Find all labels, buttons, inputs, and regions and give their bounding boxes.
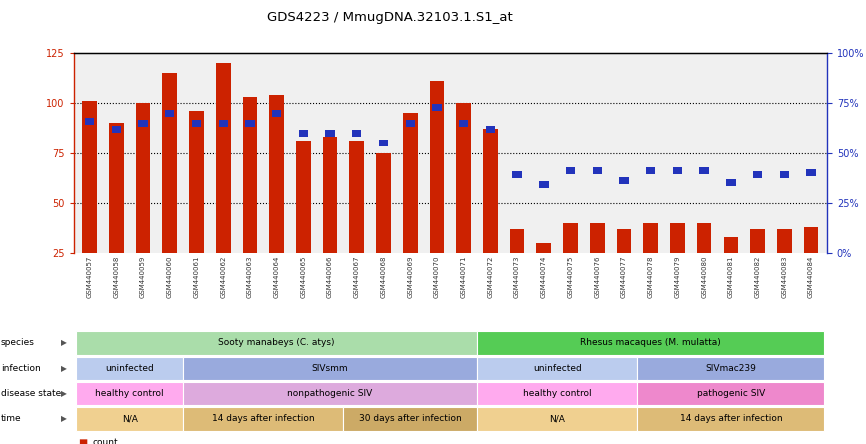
Text: species: species (1, 338, 35, 348)
Text: time: time (1, 414, 22, 424)
Bar (139, 119, 148, 127)
Bar (779, 171, 789, 178)
Bar (697, 223, 712, 253)
Bar (563, 223, 578, 253)
Text: ■: ■ (78, 438, 87, 444)
Bar (109, 123, 124, 253)
Bar (163, 73, 178, 253)
Bar (216, 63, 230, 253)
Bar (326, 130, 335, 136)
Text: N/A: N/A (122, 414, 138, 424)
Bar (112, 126, 121, 132)
Bar (643, 223, 658, 253)
Text: SIVmac239: SIVmac239 (706, 364, 756, 373)
Text: uninfected: uninfected (106, 364, 154, 373)
Bar (540, 181, 548, 188)
Bar (565, 167, 575, 174)
Text: ▶: ▶ (61, 364, 67, 373)
Bar (432, 103, 442, 111)
Text: Rhesus macaques (M. mulatta): Rhesus macaques (M. mulatta) (580, 338, 721, 348)
Text: 14 days after infection: 14 days after infection (680, 414, 782, 424)
Bar (670, 223, 685, 253)
Bar (753, 171, 762, 178)
Bar (378, 139, 388, 147)
Bar (486, 126, 495, 132)
Bar (617, 229, 631, 253)
Bar (352, 130, 361, 136)
Text: nonpathogenic SIV: nonpathogenic SIV (288, 389, 372, 398)
Bar (777, 229, 792, 253)
Bar (82, 101, 97, 253)
Text: Sooty manabeys (C. atys): Sooty manabeys (C. atys) (218, 338, 335, 348)
Bar (590, 223, 604, 253)
Text: infection: infection (1, 364, 41, 373)
Bar (804, 227, 818, 253)
Text: ▶: ▶ (61, 389, 67, 398)
Text: 14 days after infection: 14 days after infection (212, 414, 314, 424)
Text: pathogenic SIV: pathogenic SIV (697, 389, 765, 398)
Bar (592, 167, 602, 174)
Text: count: count (93, 438, 119, 444)
Bar (165, 110, 174, 117)
Bar (510, 229, 525, 253)
Bar (323, 137, 338, 253)
Bar (483, 129, 498, 253)
Bar (189, 111, 204, 253)
Text: N/A: N/A (549, 414, 565, 424)
Bar (723, 237, 738, 253)
Bar (430, 81, 444, 253)
Bar (269, 95, 284, 253)
Bar (456, 103, 471, 253)
Bar (376, 153, 391, 253)
Bar (296, 141, 311, 253)
Text: GDS4223 / MmugDNA.32103.1.S1_at: GDS4223 / MmugDNA.32103.1.S1_at (267, 11, 513, 24)
Bar (299, 130, 308, 136)
Bar (192, 119, 201, 127)
Bar (459, 119, 469, 127)
Text: disease state: disease state (1, 389, 61, 398)
Bar (750, 229, 765, 253)
Bar (403, 113, 417, 253)
Text: ▶: ▶ (61, 414, 67, 424)
Bar (272, 110, 281, 117)
Text: uninfected: uninfected (533, 364, 582, 373)
Bar (245, 119, 255, 127)
Text: 30 days after infection: 30 days after infection (359, 414, 462, 424)
Bar (806, 170, 816, 176)
Bar (85, 118, 94, 125)
Bar (136, 103, 151, 253)
Bar (727, 179, 735, 186)
Bar (673, 167, 682, 174)
Bar (619, 178, 629, 184)
Bar (513, 171, 522, 178)
Text: SIVsmm: SIVsmm (312, 364, 348, 373)
Bar (700, 167, 708, 174)
Bar (350, 141, 365, 253)
Bar (405, 119, 415, 127)
Bar (646, 167, 656, 174)
Text: healthy control: healthy control (523, 389, 591, 398)
Text: healthy control: healthy control (95, 389, 164, 398)
Bar (242, 97, 257, 253)
Text: ▶: ▶ (61, 338, 67, 348)
Bar (536, 243, 551, 253)
Bar (218, 119, 228, 127)
